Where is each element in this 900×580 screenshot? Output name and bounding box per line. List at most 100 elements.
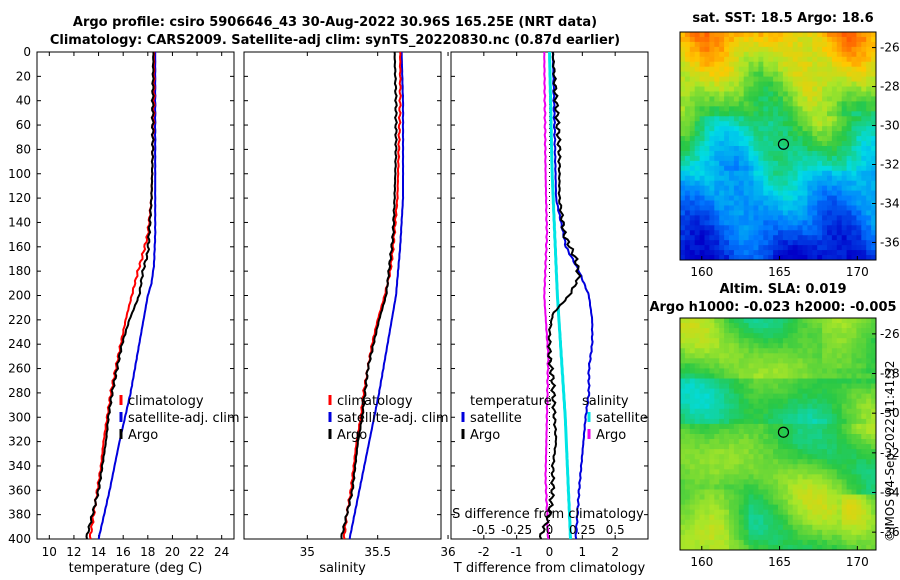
map-pixel xyxy=(738,185,745,192)
map-pixel xyxy=(768,328,774,334)
map-pixel xyxy=(733,464,740,470)
map-pixel xyxy=(778,250,784,256)
map-pixel xyxy=(773,489,779,496)
map-pixel xyxy=(738,398,745,405)
map-pixel xyxy=(778,66,784,73)
map-pixel xyxy=(753,534,759,541)
map-pixel xyxy=(861,150,867,157)
map-pixel xyxy=(729,195,735,202)
map-pixel xyxy=(733,141,740,147)
map-pixel xyxy=(763,160,769,167)
map-pixel xyxy=(699,160,706,167)
map-pixel xyxy=(827,368,833,375)
map-pixel xyxy=(733,185,740,192)
map-pixel xyxy=(768,469,774,475)
map-pixel xyxy=(778,190,784,197)
map-pixel xyxy=(787,165,794,172)
map-pixel xyxy=(773,363,779,370)
map-pixel xyxy=(846,235,853,241)
map-pixel xyxy=(841,36,848,43)
map-pixel xyxy=(861,121,867,127)
y-tick-label: 280 xyxy=(8,386,31,400)
map-pixel xyxy=(724,403,730,410)
map-pixel xyxy=(704,403,710,410)
map-pixel xyxy=(709,121,715,127)
map-pixel xyxy=(831,160,838,167)
map-pixel xyxy=(738,225,745,231)
map-pixel xyxy=(704,459,710,465)
map-pixel xyxy=(802,210,808,216)
map-pixel xyxy=(831,101,838,107)
map-pixel xyxy=(743,459,750,465)
map-pixel xyxy=(684,230,691,236)
map-pixel xyxy=(778,353,784,359)
map-pixel xyxy=(743,484,750,491)
map-pixel xyxy=(797,86,804,93)
map-pixel xyxy=(729,225,735,231)
x-tick-label: 24 xyxy=(214,545,229,559)
map-pixel xyxy=(787,343,794,349)
title-line-2: Climatology: CARS2009. Satellite-adj cli… xyxy=(49,33,621,48)
map-pixel xyxy=(733,61,740,68)
map-pixel xyxy=(758,373,764,380)
map-pixel xyxy=(861,408,867,415)
map-pixel xyxy=(684,195,691,202)
map-pixel xyxy=(689,160,696,167)
title-line-1: Argo profile: csiro 5906646_43 30-Aug-20… xyxy=(72,15,598,30)
map-pixel xyxy=(787,131,794,137)
x-tick-label: 22 xyxy=(189,545,204,559)
map-pixel xyxy=(763,529,769,536)
map-pixel xyxy=(743,220,750,226)
map-pixel xyxy=(684,479,691,486)
map-pixel xyxy=(758,474,764,480)
map-pixel xyxy=(733,250,740,256)
map-pixel xyxy=(846,255,853,260)
map-pixel xyxy=(724,136,730,142)
map-pixel xyxy=(797,41,804,48)
map-pixel xyxy=(778,544,784,550)
sla-map-pixels xyxy=(680,318,876,550)
map-pixel xyxy=(704,111,710,117)
map-pixel xyxy=(856,454,862,460)
map-pixel xyxy=(704,81,710,88)
map-pixel xyxy=(807,61,813,68)
map-pixel xyxy=(851,150,857,157)
map-pixel xyxy=(831,318,838,324)
map-pixel xyxy=(768,71,774,78)
map-pixel xyxy=(684,170,691,177)
map-pixel xyxy=(743,205,750,212)
map-pixel xyxy=(787,434,794,440)
map-pixel xyxy=(763,469,769,475)
map-pixel xyxy=(792,373,799,380)
map-pixel xyxy=(812,413,818,420)
map-pixel xyxy=(733,36,740,43)
map-pixel xyxy=(831,190,838,197)
map-pixel xyxy=(729,170,735,177)
map-pixel xyxy=(689,170,696,177)
map-pixel xyxy=(773,131,779,137)
map-pixel xyxy=(753,524,759,531)
map-pixel xyxy=(699,210,706,216)
y-tick-label: 20 xyxy=(16,69,31,83)
map-pixel xyxy=(792,255,799,260)
map-pixel xyxy=(792,56,799,63)
map-pixel xyxy=(748,195,755,202)
map-pixel xyxy=(709,524,715,531)
legend-label: satellite-adj. clim xyxy=(128,411,240,426)
x-axis-label: temperature (deg C) xyxy=(69,561,203,576)
map-pixel xyxy=(802,408,808,415)
map-pixel xyxy=(866,111,872,117)
map-pixel xyxy=(841,180,848,187)
map-pixel xyxy=(689,51,696,58)
map-pixel xyxy=(797,509,804,516)
map-pixel xyxy=(822,489,828,496)
map-pixel xyxy=(704,91,710,98)
map-pixel xyxy=(714,494,720,501)
map-pixel xyxy=(782,215,789,221)
y-tick-label: 200 xyxy=(8,289,31,303)
map-pixel xyxy=(778,388,784,395)
map-pixel xyxy=(738,245,745,251)
map-pixel xyxy=(699,519,706,526)
map-pixel xyxy=(861,373,867,380)
map-pixel xyxy=(729,444,735,450)
